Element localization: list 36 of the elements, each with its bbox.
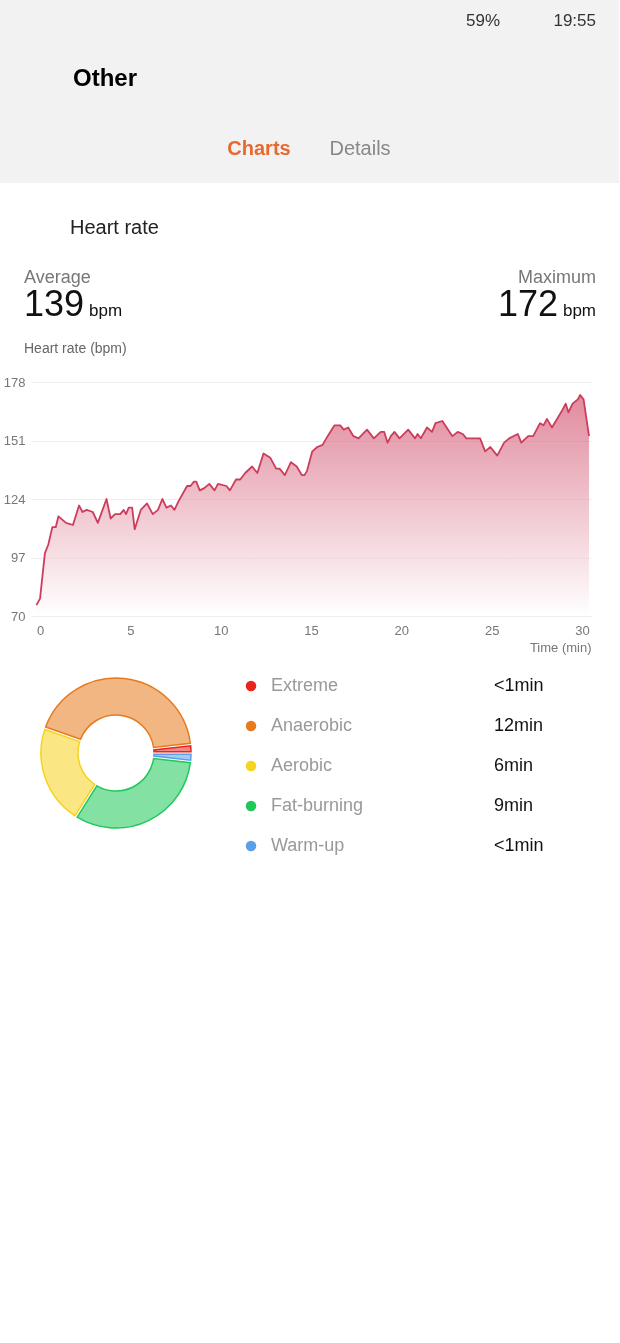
- data-label: 6min: [494, 755, 534, 775]
- data-label: 9min: [494, 795, 534, 815]
- y-tick-label: 124: [3, 491, 26, 507]
- x-axis-title: Time (min): [529, 639, 592, 655]
- text: Charts: [227, 137, 291, 159]
- x-tick-label: 0: [36, 622, 45, 638]
- text: Details: [329, 137, 391, 159]
- y-axis-title: Heart rate (bpm): [24, 340, 127, 356]
- text: bpm: [89, 301, 123, 320]
- x-tick-label: 15: [304, 622, 319, 638]
- x-tick-label: 5: [127, 622, 135, 638]
- text: 19:55: [553, 11, 596, 30]
- text: Other: [73, 64, 138, 91]
- x-tick-label: 25: [484, 622, 500, 638]
- legend-label: Fat-burning: [271, 795, 364, 815]
- y-tick-label: 151: [3, 433, 26, 448]
- legend-label: Warm-up: [271, 835, 345, 855]
- x-tick-label: 30: [575, 622, 590, 638]
- y-tick-label: 178: [3, 374, 26, 390]
- y-tick-label: 97: [11, 550, 26, 565]
- data-label: <1min: [494, 835, 544, 855]
- donut-slice: [40, 728, 96, 817]
- donut-slice: [76, 757, 192, 829]
- donut-slice: [44, 677, 192, 749]
- data-label: <1min: [494, 675, 544, 695]
- legend-label: Anaerobic: [271, 715, 353, 735]
- x-tick-label: 10: [213, 622, 229, 638]
- x-tick-label: 20: [394, 622, 410, 638]
- text: bpm: [562, 301, 596, 320]
- y-tick-label: 70: [11, 608, 26, 624]
- text: 59%: [465, 11, 500, 30]
- data-label: 12min: [494, 715, 544, 735]
- text: Average: [24, 267, 91, 287]
- chart-title: Heart rate: [70, 216, 159, 238]
- legend-label: Aerobic: [271, 755, 333, 775]
- legend-label: Extreme: [271, 675, 339, 695]
